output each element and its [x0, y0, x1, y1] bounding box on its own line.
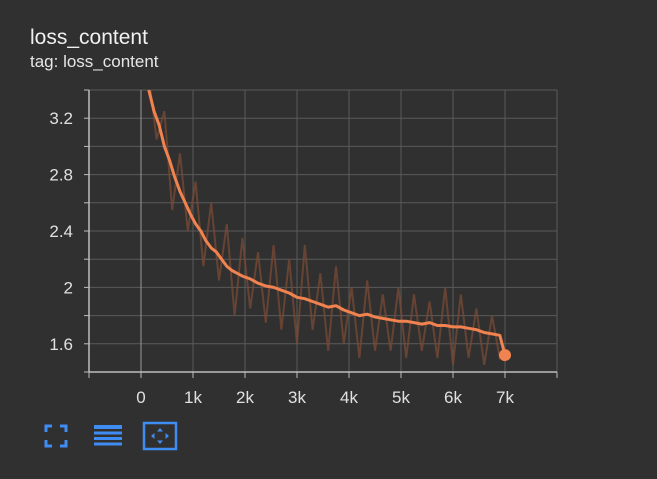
- chart-title: loss_content: [30, 26, 148, 49]
- x-tick-label: 5k: [392, 388, 410, 407]
- last-value-point: [499, 349, 511, 362]
- y-tick-label: 2: [64, 278, 73, 297]
- fit-domain-icon: [142, 421, 178, 451]
- x-tick-label: 2k: [236, 388, 254, 407]
- y-tick-label: 3.2: [49, 109, 73, 128]
- plot-area: [147, 90, 507, 366]
- data-table-icon: [94, 425, 122, 446]
- fit-domain-button[interactable]: [142, 420, 178, 452]
- fullscreen-button[interactable]: [38, 420, 74, 452]
- x-tick-label: 4k: [340, 388, 358, 407]
- x-tick-label: 6k: [444, 388, 462, 407]
- fullscreen-icon: [44, 424, 68, 448]
- x-tick-label: 7k: [496, 388, 514, 407]
- raw-series-line: [149, 90, 506, 366]
- y-tick-label: 1.6: [49, 335, 73, 354]
- y-tick-label: 2.8: [49, 166, 73, 185]
- y-tick-label: 2.4: [49, 222, 73, 241]
- x-tick-label: 1k: [184, 388, 202, 407]
- data-table-button[interactable]: [90, 420, 126, 452]
- x-tick-label: 0: [136, 388, 145, 407]
- chart-tag: tag: loss_content: [30, 52, 159, 71]
- smoothed-series-line: [147, 90, 507, 356]
- chart-toolbar: [38, 420, 194, 452]
- x-tick-label: 3k: [288, 388, 306, 407]
- line-chart[interactable]: 1.6 2 2.4 2.8 3.2 0 1k 2k 3k 4k 5k 6k 7k: [0, 0, 657, 410]
